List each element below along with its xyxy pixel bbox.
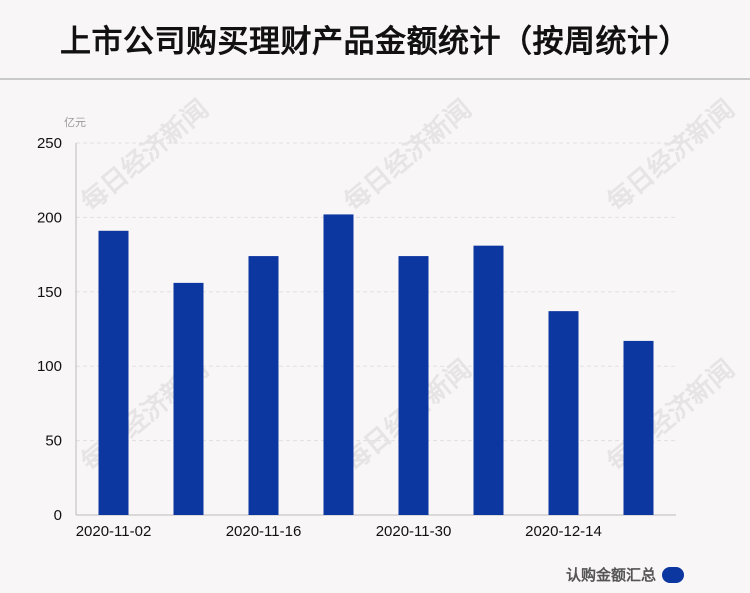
bar: [98, 230, 129, 516]
legend-swatch: [662, 566, 684, 583]
x-tick-label: 2020-11-16: [226, 523, 302, 540]
x-tick-label: 2020-12-14: [525, 523, 602, 540]
chart-header: 上市公司购买理财产品金额统计（按周统计）: [0, 0, 750, 80]
bar: [173, 282, 204, 515]
chart-legend[interactable]: 认购金额汇总: [566, 564, 684, 585]
bar: [248, 256, 279, 515]
x-tick-label: 2020-11-02: [76, 523, 152, 540]
bar: [548, 311, 579, 515]
y-tick-label: 50: [45, 433, 62, 450]
y-tick-label: 200: [37, 209, 62, 226]
y-tick-label: 0: [54, 507, 62, 524]
legend-label: 认购金额汇总: [565, 566, 656, 584]
chart-title: 上市公司购买理财产品金额统计（按周统计）: [60, 24, 690, 60]
x-tick-label: 2020-11-30: [376, 523, 452, 540]
bar: [623, 340, 654, 515]
bar: [398, 256, 429, 515]
y-tick-label: 250: [37, 135, 62, 152]
y-tick-label: 100: [37, 358, 62, 375]
y-tick-label: 150: [37, 284, 62, 301]
bar: [323, 214, 354, 515]
y-axis-unit-label: 亿元: [64, 116, 86, 129]
bar: [473, 245, 504, 515]
